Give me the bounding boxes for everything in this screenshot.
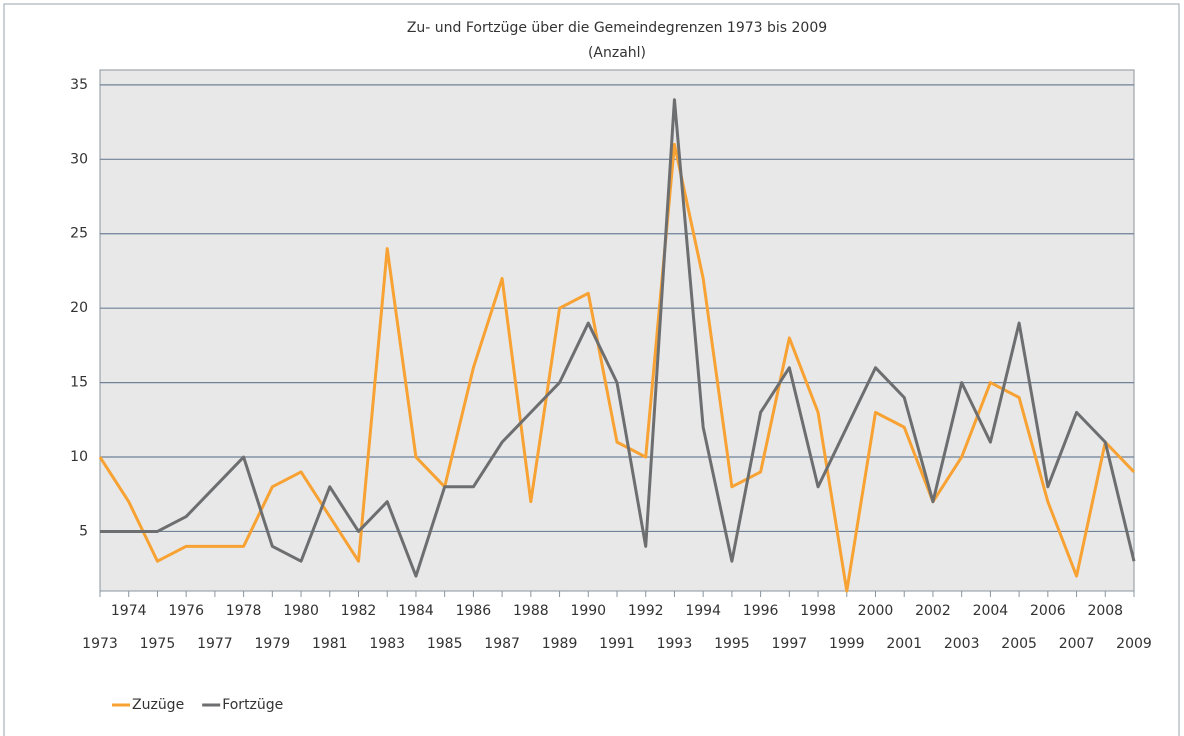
x-tick-label: 1991	[599, 636, 635, 652]
x-tick-label: 1993	[657, 636, 693, 652]
y-tick-label: 30	[70, 151, 88, 167]
x-tick-label: 1988	[513, 603, 549, 619]
x-tick-label: 1997	[772, 636, 808, 652]
x-tick-label: 1990	[570, 603, 606, 619]
x-tick-label: 2007	[1059, 636, 1095, 652]
legend-label: Zuzüge	[132, 697, 184, 713]
x-tick-label: 1977	[197, 636, 233, 652]
x-tick-label: 1996	[743, 603, 779, 619]
x-tick-label: 2001	[886, 636, 922, 652]
x-tick-label: 1984	[398, 603, 434, 619]
x-tick-label: 1986	[456, 603, 492, 619]
y-tick-label: 25	[70, 226, 88, 242]
x-tick-label: 1980	[283, 603, 319, 619]
x-tick-label: 2006	[1030, 603, 1066, 619]
x-tick-label: 2004	[973, 603, 1009, 619]
x-tick-label: 2002	[915, 603, 951, 619]
x-tick-label: 1981	[312, 636, 348, 652]
y-tick-label: 5	[79, 523, 88, 539]
x-tick-label: 1973	[82, 636, 118, 652]
x-tick-label: 1992	[628, 603, 664, 619]
x-tick-label: 2005	[1001, 636, 1037, 652]
x-tick-label: 2003	[944, 636, 980, 652]
x-tick-label: 1974	[111, 603, 147, 619]
x-tick-label: 1978	[226, 603, 262, 619]
x-tick-label: 1989	[542, 636, 578, 652]
x-tick-label: 1987	[484, 636, 520, 652]
x-tick-label: 1995	[714, 636, 750, 652]
x-tick-label: 1998	[800, 603, 836, 619]
y-tick-label: 35	[70, 77, 88, 93]
legend-label: Fortzüge	[222, 697, 283, 713]
chart-title: Zu- und Fortzüge über die Gemeindegrenze…	[407, 20, 827, 36]
x-tick-label: 2000	[858, 603, 894, 619]
x-tick-label: 2009	[1116, 636, 1152, 652]
x-tick-label: 1975	[140, 636, 176, 652]
x-tick-label: 1979	[255, 636, 291, 652]
series-line	[98, 142, 1136, 593]
x-tick-label: 1999	[829, 636, 865, 652]
plot-area	[99, 69, 1135, 592]
series-line	[100, 98, 1136, 578]
x-tick-label: 2008	[1087, 603, 1123, 619]
x-tick-label: 1976	[168, 603, 204, 619]
y-tick-label: 10	[70, 449, 88, 465]
y-tick-label: 15	[70, 375, 88, 391]
chart-subtitle: (Anzahl)	[588, 45, 646, 61]
x-tick-label: 1983	[369, 636, 405, 652]
x-tick-label: 1994	[685, 603, 721, 619]
y-tick-label: 20	[70, 300, 88, 316]
x-tick-label: 1982	[341, 603, 377, 619]
x-tick-label: 1985	[427, 636, 463, 652]
